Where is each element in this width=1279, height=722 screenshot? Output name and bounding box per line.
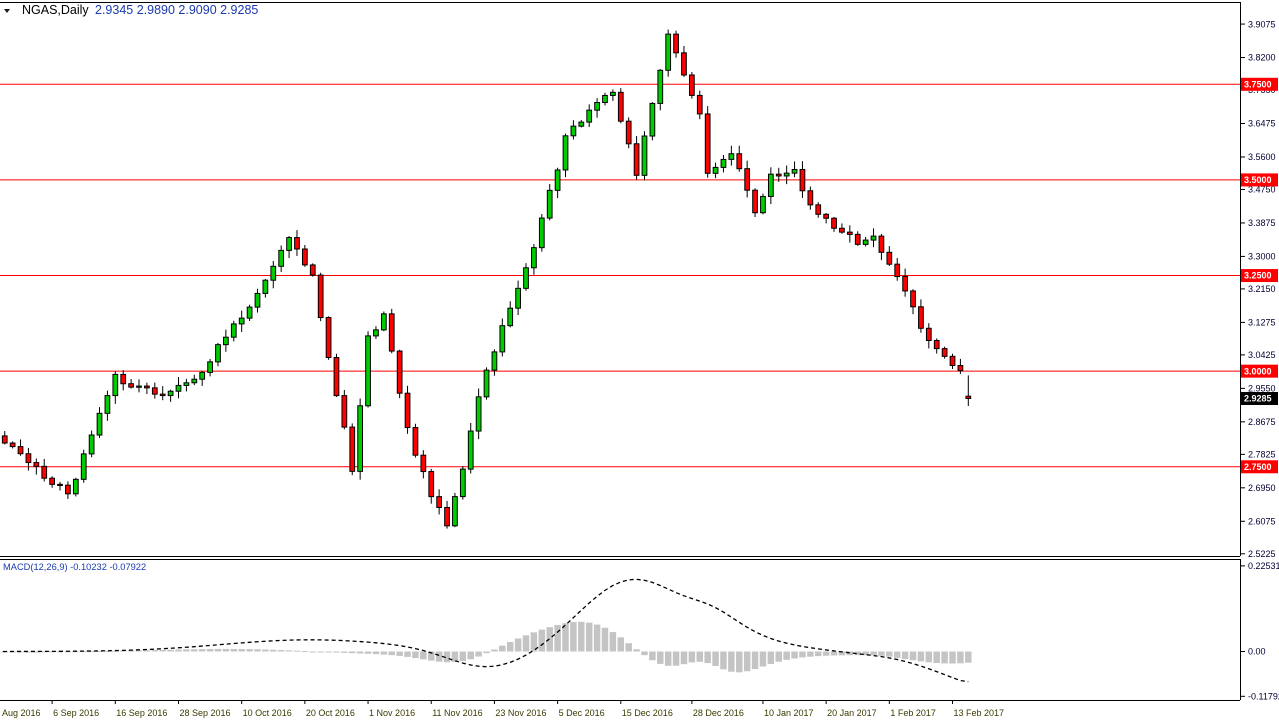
svg-text:28 Sep 2016: 28 Sep 2016 [179, 708, 230, 718]
svg-text:3.3875: 3.3875 [1248, 218, 1276, 228]
svg-text:-0.11792: -0.11792 [1248, 692, 1279, 702]
svg-text:3.2500: 3.2500 [1244, 271, 1272, 281]
svg-text:3.3000: 3.3000 [1248, 252, 1276, 262]
svg-text:25 Aug 2016: 25 Aug 2016 [0, 708, 41, 718]
svg-text:0.00: 0.00 [1248, 647, 1266, 657]
svg-text:3.5000: 3.5000 [1244, 175, 1272, 185]
svg-text:3.7500: 3.7500 [1244, 80, 1272, 90]
svg-text:2.7500: 2.7500 [1244, 462, 1272, 472]
svg-text:2.7825: 2.7825 [1248, 450, 1276, 460]
svg-text:5 Dec 2016: 5 Dec 2016 [559, 708, 605, 718]
svg-text:2.8675: 2.8675 [1248, 417, 1276, 427]
svg-text:13 Feb 2017: 13 Feb 2017 [954, 708, 1005, 718]
svg-text:10 Oct 2016: 10 Oct 2016 [243, 708, 292, 718]
svg-text:2.6950: 2.6950 [1248, 483, 1276, 493]
svg-text:1 Nov 2016: 1 Nov 2016 [369, 708, 415, 718]
svg-text:3.1275: 3.1275 [1248, 318, 1276, 328]
svg-text:0.22531: 0.22531 [1248, 561, 1279, 571]
svg-text:3.0000: 3.0000 [1244, 366, 1272, 376]
svg-text:2.5225: 2.5225 [1248, 549, 1276, 559]
svg-text:3.9075: 3.9075 [1248, 19, 1276, 29]
svg-text:20 Jan 2017: 20 Jan 2017 [827, 708, 877, 718]
svg-text:1 Feb 2017: 1 Feb 2017 [890, 708, 936, 718]
svg-text:2.6075: 2.6075 [1248, 516, 1276, 526]
svg-text:20 Oct 2016: 20 Oct 2016 [306, 708, 355, 718]
svg-text:3.8200: 3.8200 [1248, 53, 1276, 63]
svg-text:15 Dec 2016: 15 Dec 2016 [622, 708, 673, 718]
svg-text:10 Jan 2017: 10 Jan 2017 [764, 708, 814, 718]
svg-text:28 Dec 2016: 28 Dec 2016 [693, 708, 744, 718]
svg-text:11 Nov 2016: 11 Nov 2016 [432, 708, 482, 718]
svg-text:3.6475: 3.6475 [1248, 119, 1276, 129]
svg-text:16 Sep 2016: 16 Sep 2016 [116, 708, 167, 718]
svg-text:3.5600: 3.5600 [1248, 152, 1276, 162]
svg-text:6 Sep 2016: 6 Sep 2016 [53, 708, 99, 718]
svg-text:3.0425: 3.0425 [1248, 350, 1276, 360]
svg-text:23 Nov 2016: 23 Nov 2016 [495, 708, 546, 718]
svg-text:3.2150: 3.2150 [1248, 284, 1276, 294]
svg-text:2.9285: 2.9285 [1244, 394, 1272, 404]
